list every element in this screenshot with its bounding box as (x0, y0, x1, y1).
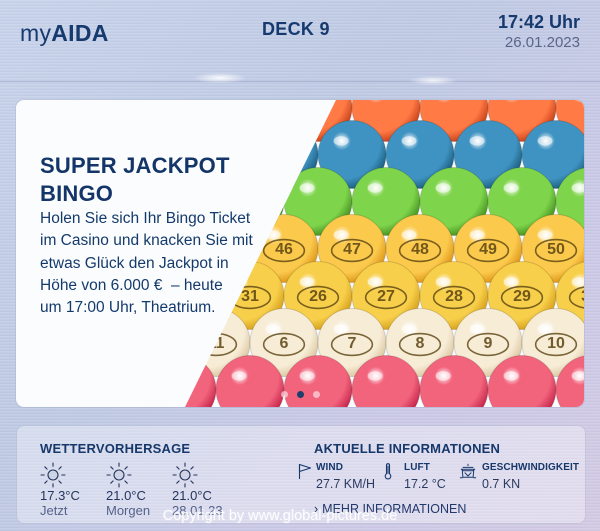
svg-text:49: 49 (479, 241, 497, 258)
svg-text:10: 10 (547, 335, 565, 352)
svg-text:9: 9 (484, 335, 493, 352)
svg-text:11: 11 (208, 335, 225, 352)
svg-text:8: 8 (416, 335, 425, 352)
svg-text:26: 26 (309, 288, 327, 305)
svg-text:10: 10 (139, 335, 157, 352)
svg-text:27: 27 (377, 288, 395, 305)
svg-text:30: 30 (581, 288, 584, 305)
svg-text:29: 29 (513, 288, 531, 305)
svg-text:47: 47 (343, 241, 361, 258)
svg-text:28: 28 (445, 288, 463, 305)
svg-text:7: 7 (348, 335, 357, 352)
svg-text:6: 6 (280, 335, 289, 352)
svg-text:48: 48 (411, 241, 429, 258)
svg-text:8: 8 (16, 335, 17, 352)
svg-text:50: 50 (547, 241, 565, 258)
svg-text:48: 48 (16, 241, 21, 258)
svg-text:9: 9 (76, 335, 85, 352)
